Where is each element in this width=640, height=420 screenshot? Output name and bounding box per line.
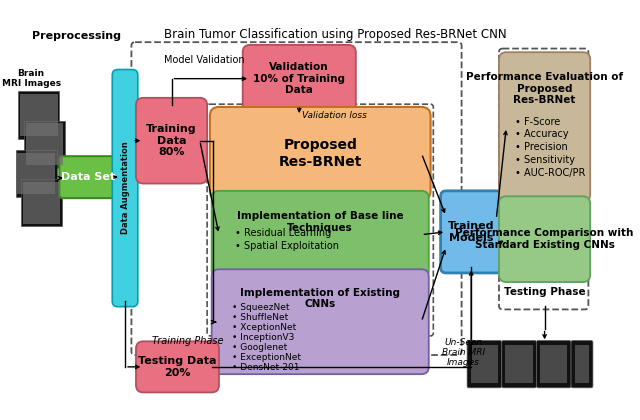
FancyBboxPatch shape xyxy=(243,45,356,113)
Text: Testing Phase: Testing Phase xyxy=(504,287,586,297)
Text: • Accuracy: • Accuracy xyxy=(515,129,569,139)
Text: Preprocessing: Preprocessing xyxy=(32,31,121,41)
FancyBboxPatch shape xyxy=(499,52,590,202)
Text: • Precision: • Precision xyxy=(515,142,568,152)
FancyBboxPatch shape xyxy=(540,345,568,383)
FancyBboxPatch shape xyxy=(440,191,502,273)
Text: • Sensitivity: • Sensitivity xyxy=(515,155,575,165)
FancyBboxPatch shape xyxy=(60,156,117,198)
FancyBboxPatch shape xyxy=(136,341,219,392)
Text: • Residual Learning: • Residual Learning xyxy=(236,228,332,238)
Text: • InceptionV3: • InceptionV3 xyxy=(232,333,294,342)
FancyBboxPatch shape xyxy=(467,341,502,388)
Text: • SqueezNet: • SqueezNet xyxy=(232,303,289,312)
FancyBboxPatch shape xyxy=(20,94,58,136)
FancyBboxPatch shape xyxy=(502,341,536,388)
Text: Training Phase: Training Phase xyxy=(152,336,224,346)
Text: • ShuffleNet: • ShuffleNet xyxy=(232,313,288,322)
Text: Brain Tumor Classification using Proposed Res-BRNet CNN: Brain Tumor Classification using Propose… xyxy=(163,28,506,41)
FancyBboxPatch shape xyxy=(212,191,429,278)
Text: Validation
10% of Training
Data: Validation 10% of Training Data xyxy=(253,62,345,95)
Text: Data Augmentation: Data Augmentation xyxy=(120,142,129,234)
FancyBboxPatch shape xyxy=(17,152,55,194)
Text: • ExceptionNet: • ExceptionNet xyxy=(232,353,301,362)
FancyBboxPatch shape xyxy=(112,70,138,307)
Text: • XceptionNet: • XceptionNet xyxy=(232,323,296,332)
Text: • Spatial Exploitation: • Spatial Exploitation xyxy=(236,241,339,251)
Text: Training
Data
80%: Training Data 80% xyxy=(146,124,197,157)
Text: • Googlenet: • Googlenet xyxy=(232,343,287,352)
Text: Brain
MRI Images: Brain MRI Images xyxy=(1,68,61,88)
FancyBboxPatch shape xyxy=(212,269,429,374)
Text: Testing Data
20%: Testing Data 20% xyxy=(138,356,217,378)
Text: • DensNet-201: • DensNet-201 xyxy=(232,363,300,372)
FancyBboxPatch shape xyxy=(15,150,56,197)
FancyBboxPatch shape xyxy=(536,341,571,388)
FancyBboxPatch shape xyxy=(24,121,65,168)
FancyBboxPatch shape xyxy=(210,107,431,200)
Text: Performance Evaluation of
Proposed
Res-BRNet: Performance Evaluation of Proposed Res-B… xyxy=(466,72,623,105)
Text: Trained
Models: Trained Models xyxy=(448,221,495,243)
Text: Model Validation: Model Validation xyxy=(164,55,245,65)
Text: Implementation of Existing
CNNs: Implementation of Existing CNNs xyxy=(240,288,400,309)
Text: Implementation of Base line
Techniques: Implementation of Base line Techniques xyxy=(237,211,404,233)
Text: Proposed
Res-BRNet: Proposed Res-BRNet xyxy=(278,138,362,168)
FancyBboxPatch shape xyxy=(571,341,593,388)
FancyBboxPatch shape xyxy=(506,345,532,383)
FancyBboxPatch shape xyxy=(499,196,590,282)
FancyBboxPatch shape xyxy=(19,92,60,139)
FancyBboxPatch shape xyxy=(575,345,589,383)
Text: Validation loss: Validation loss xyxy=(302,111,367,121)
Text: Data Set: Data Set xyxy=(61,172,115,182)
FancyBboxPatch shape xyxy=(26,123,63,165)
FancyBboxPatch shape xyxy=(470,345,498,383)
FancyBboxPatch shape xyxy=(21,179,62,226)
Text: • F-Score: • F-Score xyxy=(515,116,561,126)
Text: • AUC-ROC/PR: • AUC-ROC/PR xyxy=(515,168,586,178)
FancyBboxPatch shape xyxy=(136,98,207,184)
FancyBboxPatch shape xyxy=(23,182,60,224)
Text: Performance Comparison with
Standard Existing CNNs: Performance Comparison with Standard Exi… xyxy=(456,228,634,250)
Text: Un-Seen
Brain MRI
Images: Un-Seen Brain MRI Images xyxy=(442,338,484,368)
